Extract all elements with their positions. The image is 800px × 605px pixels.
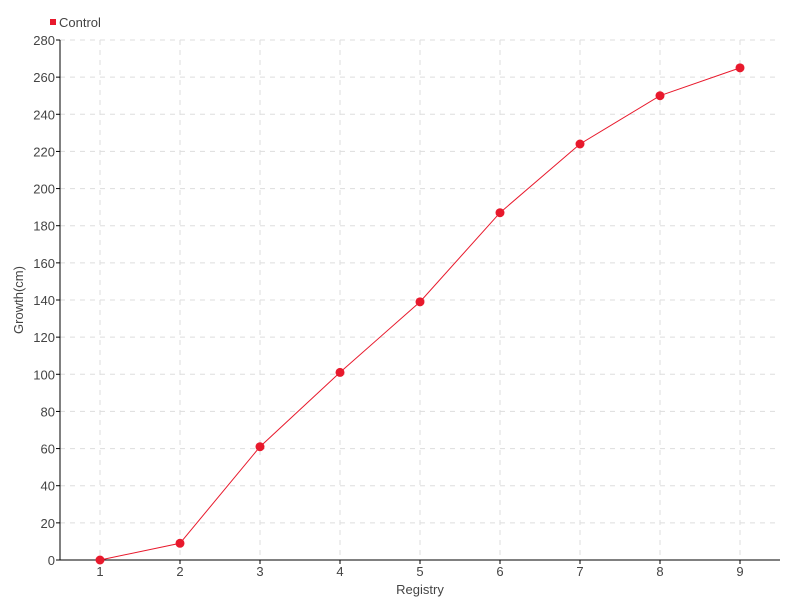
y-tick-label: 20 [41, 516, 55, 531]
x-tick-label: 4 [336, 564, 343, 579]
y-tick-label: 280 [33, 33, 55, 48]
x-tick-label: 5 [416, 564, 423, 579]
series-group [95, 63, 745, 565]
y-tick-label: 140 [33, 293, 55, 308]
y-tick-label: 220 [33, 144, 55, 159]
x-tick-label: 6 [496, 564, 503, 579]
y-tick-label: 80 [41, 404, 55, 419]
x-axis-label: Registry [396, 582, 444, 597]
y-tick-label: 0 [48, 553, 55, 568]
y-axis-label: Growth(cm) [11, 266, 26, 334]
x-tick-label: 9 [736, 564, 743, 579]
y-tick-label: 100 [33, 367, 55, 382]
x-tick-label: 2 [176, 564, 183, 579]
x-tick-label: 8 [656, 564, 663, 579]
grid [60, 39, 780, 560]
y-tick-label: 260 [33, 70, 55, 85]
y-tick-label: 60 [41, 442, 55, 457]
data-point [495, 208, 505, 218]
legend-swatch [50, 19, 56, 25]
data-point [415, 297, 425, 307]
axes: 0 20 40 60 80 100 120 140 160 180 200 220 240 260 280 1… [33, 33, 780, 579]
legend: Control [50, 15, 101, 30]
x-tick-label: 3 [256, 564, 263, 579]
data-point [95, 555, 105, 565]
data-point [655, 91, 665, 101]
data-point [735, 63, 745, 73]
y-tick-label: 40 [41, 479, 55, 494]
y-tick-label: 240 [33, 107, 55, 122]
y-tick-label: 160 [33, 256, 55, 271]
data-point [335, 367, 345, 377]
y-tick-label: 180 [33, 219, 55, 234]
y-tick-label: 120 [33, 330, 55, 345]
y-tick-label: 200 [33, 182, 55, 197]
data-point [255, 442, 265, 452]
x-tick-label: 1 [96, 564, 103, 579]
legend-label: Control [59, 15, 101, 30]
x-tick-label: 7 [576, 564, 583, 579]
data-point [575, 139, 585, 149]
data-point [175, 538, 185, 548]
